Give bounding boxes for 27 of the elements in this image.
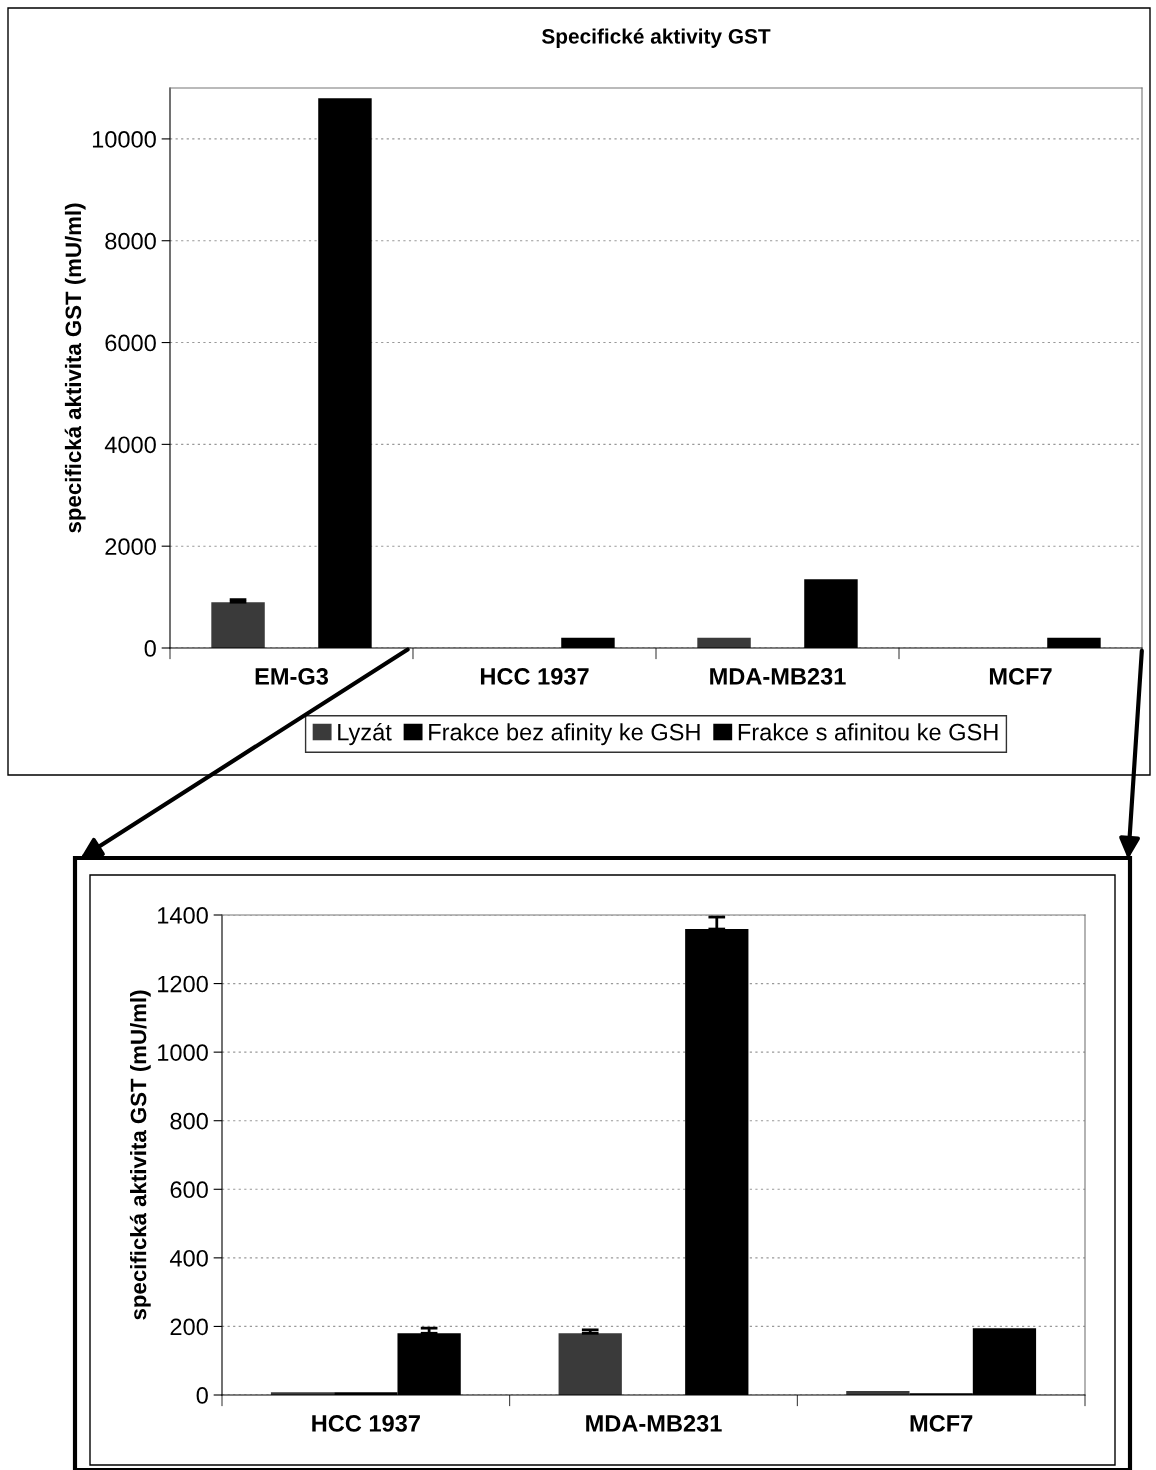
chart-title: Specifické aktivity GST [541, 28, 771, 48]
x-tick-label: MCF7 [989, 668, 1052, 685]
y-tick-label: 8000 [105, 232, 156, 250]
y-tick-label: 800 [170, 1112, 208, 1130]
y-tick-label: 600 [170, 1181, 208, 1199]
y-tick-label: 0 [144, 640, 156, 657]
y-axis-title: specifická aktivita GST (mU/ml) [64, 203, 86, 533]
y-tick-label: 4000 [104, 436, 156, 454]
x-tick-label: HCC 1937 [480, 668, 589, 685]
y-tick-label: 0 [196, 1387, 208, 1404]
y-tick-label: 1400 [158, 907, 208, 924]
x-tick-label: MDA-MB231 [710, 668, 846, 685]
y-tick-label: 1000 [158, 1044, 208, 1061]
y-tick-label: 10000 [92, 130, 156, 148]
x-tick-label: EM-G3 [255, 668, 329, 685]
legend-label: Frakce s afinitou ke GSH [738, 723, 998, 741]
legend-label: Frakce bez afinity ke GSH [429, 723, 700, 746]
y-axis-title: specifická aktivita GST (mU/ml) [129, 990, 151, 1320]
y-tick-label: 2000 [105, 538, 156, 555]
x-tick-label: MDA-MB231 [586, 1415, 722, 1432]
x-tick-label: MCF7 [910, 1415, 973, 1432]
y-tick-label: 6000 [105, 334, 156, 352]
y-tick-label: 1200 [158, 975, 208, 993]
x-tick-label: HCC 1937 [312, 1415, 420, 1432]
legend-label: Lyzát [338, 722, 392, 746]
y-tick-label: 400 [169, 1249, 208, 1267]
y-tick-label: 200 [170, 1318, 208, 1336]
